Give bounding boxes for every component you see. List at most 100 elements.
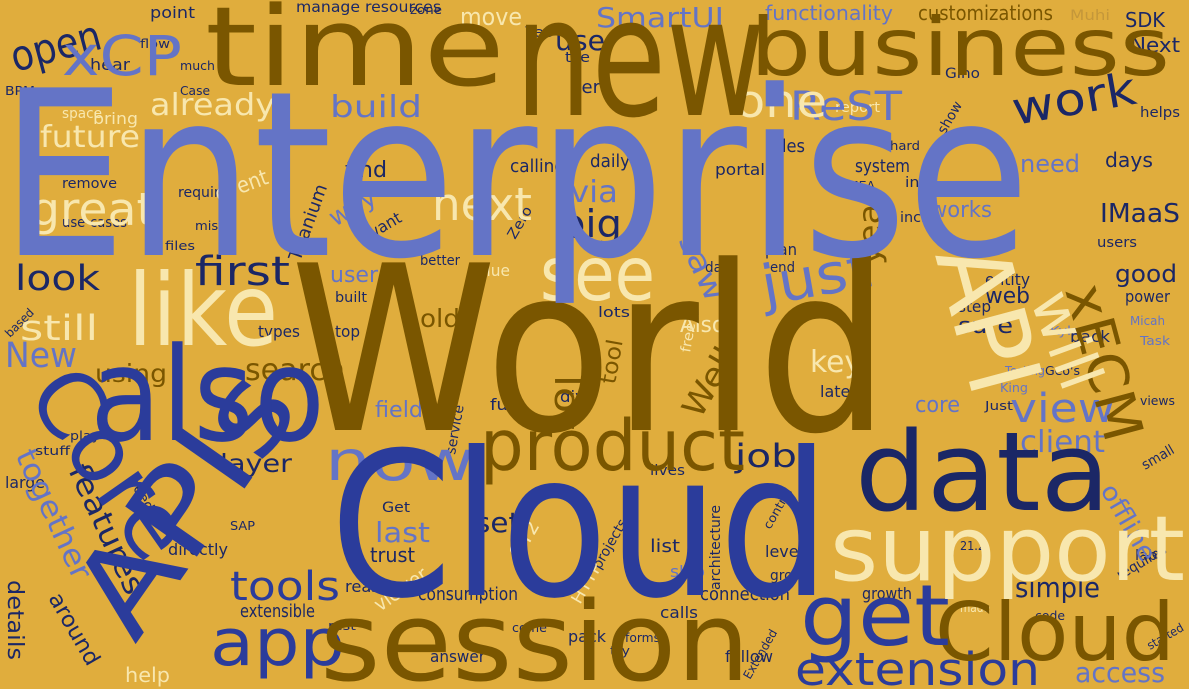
word: field [375, 398, 423, 423]
word: follow [725, 647, 773, 666]
word: works [930, 198, 992, 223]
word: Next [1130, 33, 1180, 57]
word: look [15, 259, 101, 299]
word: last [375, 516, 430, 549]
word: consumption [418, 584, 518, 605]
word: session [320, 578, 750, 689]
word: much [180, 59, 215, 73]
word: level [765, 542, 803, 561]
word: IMaaS [1100, 199, 1180, 229]
word: user [330, 263, 379, 288]
word: set [475, 506, 520, 539]
word: per [570, 77, 601, 98]
word: dive [560, 387, 595, 406]
word: forms [625, 631, 660, 645]
word: files [165, 239, 195, 253]
word: trust [370, 543, 415, 567]
word: web [985, 284, 1030, 309]
word: client [1020, 425, 1105, 460]
word: New [5, 336, 77, 376]
word: hear [90, 55, 130, 74]
word: EMEA [840, 179, 876, 193]
word: Case [180, 84, 210, 98]
word: reason [345, 577, 400, 596]
word: new [515, 0, 765, 154]
word: xCP [62, 24, 182, 88]
word: day [705, 260, 730, 276]
word: search [245, 353, 345, 388]
word: answer [430, 647, 485, 666]
word: calling [510, 156, 565, 177]
word: Yes [524, 25, 553, 41]
word: still [20, 309, 98, 349]
word: lives [650, 463, 685, 479]
word: init [905, 175, 931, 191]
word: connection [700, 584, 790, 605]
word: hard [890, 139, 920, 153]
word: come [512, 621, 547, 635]
word: tools [230, 564, 340, 610]
word: like [128, 252, 278, 369]
word: future [40, 120, 140, 155]
word: made [960, 601, 990, 615]
word: details [2, 580, 27, 660]
word: report [835, 100, 881, 116]
word: code [1035, 609, 1065, 623]
word: job [734, 437, 797, 475]
word: lot [546, 375, 586, 430]
word: growth [862, 584, 912, 603]
word: days [1105, 148, 1153, 172]
word: rest [328, 619, 356, 633]
word: extension [795, 643, 1040, 689]
word: Muhi [1070, 8, 1110, 24]
word: miss [195, 219, 225, 233]
word: top [335, 322, 360, 341]
word: built [335, 290, 368, 306]
word: Cloud [935, 586, 1175, 679]
word: architecture [708, 505, 724, 590]
word: Micah [1130, 314, 1165, 328]
word: Gino [945, 66, 980, 82]
word: 21.2 [960, 539, 985, 553]
word: key [810, 345, 862, 380]
word: customizations [918, 1, 1053, 25]
word: now [325, 429, 475, 493]
word: flow [140, 37, 170, 51]
word: view [1010, 386, 1115, 432]
word: step [958, 297, 991, 316]
word: Testing [1004, 364, 1045, 378]
word: move [460, 3, 522, 31]
word: users [1097, 235, 1137, 251]
word: World [290, 218, 890, 485]
word: types [258, 322, 300, 341]
word: point [150, 3, 195, 22]
word: find [345, 158, 387, 183]
word: simple [1015, 571, 1100, 604]
word: full [490, 395, 518, 414]
word: list [650, 536, 680, 557]
word: rules [765, 136, 805, 157]
word: good [1115, 260, 1177, 288]
word: business [750, 1, 1170, 94]
word: views [1140, 394, 1175, 408]
word: year [853, 189, 888, 265]
word: helps [1140, 105, 1180, 121]
word: first [195, 249, 290, 295]
word: access [1075, 656, 1165, 689]
word: plan [765, 240, 797, 259]
word: product [480, 405, 745, 487]
word: labs [1135, 548, 1165, 564]
word: help [125, 663, 170, 687]
word: two [590, 238, 618, 254]
word: support [830, 497, 1185, 602]
word: play [70, 429, 100, 443]
word: space [62, 106, 102, 122]
word: Enterprise [0, 43, 1030, 310]
word: app [210, 606, 345, 681]
word: Kyle [1050, 324, 1080, 338]
word: directly [168, 540, 228, 559]
word: one [735, 75, 827, 128]
word: data [855, 408, 1110, 536]
word: old [420, 304, 460, 333]
